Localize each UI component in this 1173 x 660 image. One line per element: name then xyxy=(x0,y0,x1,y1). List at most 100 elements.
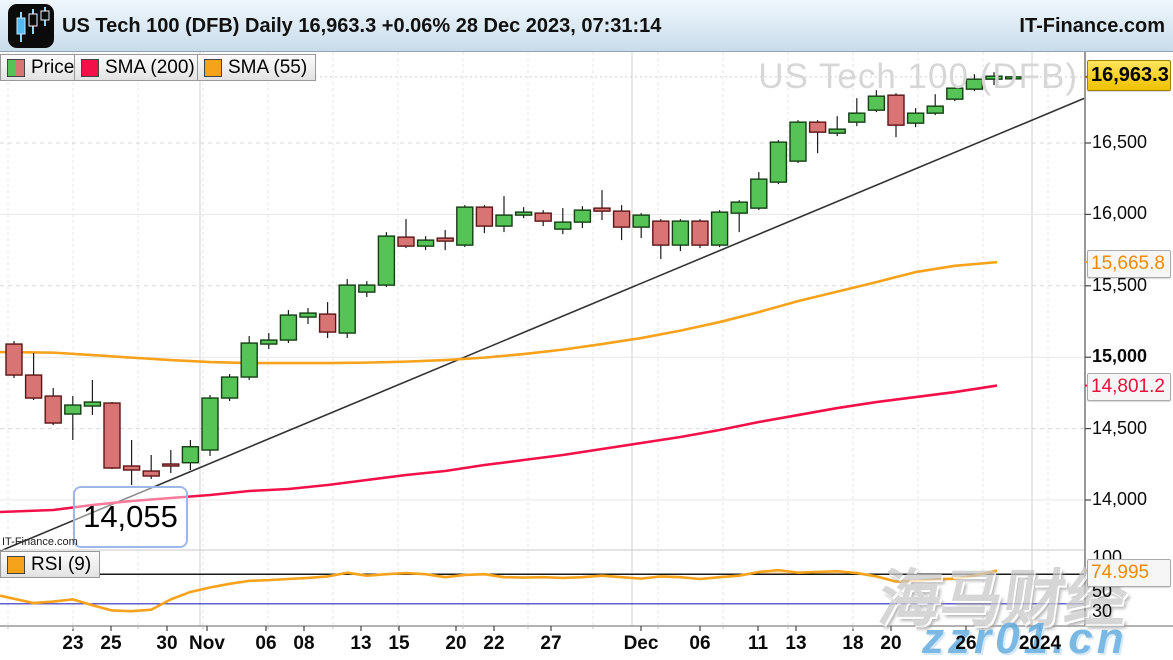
sma200-line xyxy=(0,384,998,514)
candle-body xyxy=(122,465,141,471)
rsi-value-badge: 74.995 xyxy=(1087,559,1171,587)
date-label: 18 xyxy=(842,633,864,654)
date-label: 06 xyxy=(255,633,277,654)
candle-body xyxy=(475,206,494,227)
date-label: 08 xyxy=(293,633,315,654)
rsi-legend-label: RSI (9) xyxy=(31,553,92,575)
price-axis-label: 16,000 xyxy=(1092,203,1148,224)
date-label: 13 xyxy=(785,633,807,654)
legend-label: SMA (200) xyxy=(105,56,195,78)
date-label: 27 xyxy=(540,633,562,654)
candle-body xyxy=(671,220,690,246)
date-label: 06 xyxy=(689,633,711,654)
candle-body xyxy=(201,397,219,451)
candle-body xyxy=(456,206,474,246)
legend-item-sma-200-[interactable]: SMA (200) xyxy=(74,54,204,81)
app-logo-candlestick-icon xyxy=(8,4,54,48)
candle-body xyxy=(612,210,631,228)
candle-body xyxy=(416,239,435,247)
candle-body xyxy=(436,237,454,242)
candle-body xyxy=(358,284,376,293)
rsi-legend[interactable]: RSI (9) xyxy=(0,551,101,578)
candle-body xyxy=(377,235,396,286)
candle-body xyxy=(848,112,866,123)
candle-body xyxy=(338,284,356,334)
date-label: 15 xyxy=(388,633,410,654)
legend-swatch-icon xyxy=(7,58,25,77)
date-label: 13 xyxy=(350,633,372,654)
candle-body xyxy=(985,75,1003,80)
date-label: 25 xyxy=(100,633,122,654)
candle-body xyxy=(887,94,905,126)
price-axis-label: 14,000 xyxy=(1092,489,1148,509)
candle-body xyxy=(710,211,729,246)
date-label: 20 xyxy=(445,633,467,654)
price-axis-label: 14,500 xyxy=(1092,417,1148,438)
date-label: 20 xyxy=(880,633,902,654)
legend-item-sma-55-[interactable]: SMA (55) xyxy=(197,54,317,81)
price-axis-label: 15,500 xyxy=(1092,274,1148,295)
chart-title: US Tech 100 (DFB) Daily 16,963.3 +0.06% … xyxy=(62,15,662,37)
candle-body xyxy=(142,470,160,477)
candle-body xyxy=(5,343,23,376)
legend-label: Price xyxy=(31,56,75,78)
symbol-watermark: US Tech 100 (DFB) xyxy=(758,57,1078,96)
date-label: 2024 xyxy=(1018,633,1062,654)
candle-body xyxy=(514,211,533,216)
candle-body xyxy=(534,212,552,222)
candle-body xyxy=(397,236,415,247)
candle-body xyxy=(828,128,846,134)
rsi-swatch-icon xyxy=(7,555,25,574)
date-label: Nov xyxy=(189,633,225,654)
trendline xyxy=(0,97,1086,552)
legend-label: SMA (55) xyxy=(228,56,308,78)
rsi-overbought-fill xyxy=(339,570,997,575)
candle-body xyxy=(750,178,768,209)
candle-body xyxy=(789,121,807,162)
candle-body xyxy=(926,105,944,114)
sma200-price-badge: 14,801.2 xyxy=(1087,373,1171,401)
candle-body xyxy=(64,404,82,415)
candle-body xyxy=(946,87,964,100)
date-label: 11 xyxy=(747,633,769,654)
candle-body xyxy=(162,463,180,467)
candle-body xyxy=(808,121,827,133)
candle-body xyxy=(495,214,513,227)
legend-swatch-icon xyxy=(204,58,222,77)
last-price-badge: 16,963.3 xyxy=(1087,60,1171,91)
date-label: 22 xyxy=(483,633,505,654)
date-label: Dec xyxy=(623,633,659,654)
rsi-axis-label: 30 xyxy=(1092,601,1113,621)
candle-body xyxy=(279,314,298,341)
candle-body xyxy=(181,446,200,464)
candle-body xyxy=(769,141,788,183)
candle-body xyxy=(83,401,102,407)
date-label: 26 xyxy=(955,633,977,654)
candle-body xyxy=(867,95,886,111)
candle-body xyxy=(44,395,62,424)
itfinance-micro-label: IT-Finance.com xyxy=(2,536,78,548)
candle-body xyxy=(906,112,925,124)
low-price-annotation[interactable]: 14,055 xyxy=(73,486,188,548)
candle-body xyxy=(573,209,592,223)
brand-link[interactable]: IT-Finance.com xyxy=(1019,15,1165,37)
candle-body xyxy=(24,374,43,399)
legend-item-price[interactable]: Price xyxy=(0,54,84,81)
candle-body xyxy=(730,201,748,214)
candle-body xyxy=(103,402,121,469)
date-label: 23 xyxy=(62,633,84,654)
candle-body xyxy=(593,207,611,212)
header-bar: US Tech 100 (DFB) Daily 16,963.3 +0.06% … xyxy=(0,0,1173,52)
price-axis-label: 15,000 xyxy=(1092,346,1148,367)
candle-body xyxy=(554,221,572,230)
price-axis-label: 16,500 xyxy=(1092,132,1148,152)
candle-body xyxy=(1004,76,1023,80)
candle-body xyxy=(691,220,709,246)
rsi-line xyxy=(0,568,998,613)
candle-body xyxy=(652,220,670,246)
candle-body xyxy=(220,376,239,399)
candle-body xyxy=(299,312,317,318)
watermark-site: zzr01.cn xyxy=(922,614,1128,660)
